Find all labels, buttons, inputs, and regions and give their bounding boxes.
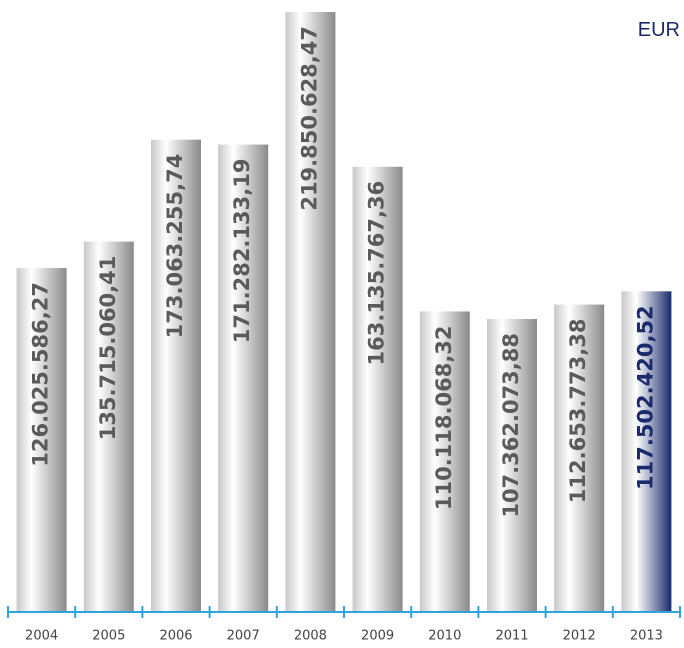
bar (621, 291, 672, 612)
value-label: 117.502.420,52 (633, 305, 657, 490)
value-label: 112.653.773,38 (566, 319, 590, 504)
x-tick-label: 2010 (428, 629, 461, 644)
x-tick-label: 2006 (159, 629, 192, 644)
bar (554, 304, 605, 612)
value-label: 219.850.628,47 (297, 26, 321, 211)
bar (487, 318, 537, 612)
value-label: 126.025.586,27 (29, 282, 53, 467)
unit-label: EUR (638, 19, 680, 41)
x-tick-label: 2008 (294, 629, 327, 644)
bar (419, 311, 470, 612)
x-tick-label: 2007 (227, 629, 260, 644)
x-tick-label: 2004 (25, 629, 58, 644)
bar (83, 241, 134, 612)
bar (16, 268, 67, 612)
bar (285, 12, 336, 612)
bar (151, 139, 201, 613)
value-label: 173.063.255,74 (163, 154, 187, 339)
x-tick-label: 2009 (361, 629, 394, 644)
bar (218, 144, 269, 612)
bar (352, 166, 403, 612)
value-label: 135.715.060,41 (96, 256, 120, 441)
x-tick-label: 2013 (630, 629, 663, 644)
value-label: 163.135.767,36 (365, 181, 389, 366)
x-tick-label: 2011 (495, 629, 528, 644)
value-label: 171.282.133,19 (230, 159, 254, 344)
value-label: 107.362.073,88 (499, 333, 523, 518)
x-tick-label: 2012 (563, 629, 596, 644)
x-tick-label: 2005 (92, 629, 125, 644)
value-label: 110.118.068,32 (432, 325, 456, 510)
